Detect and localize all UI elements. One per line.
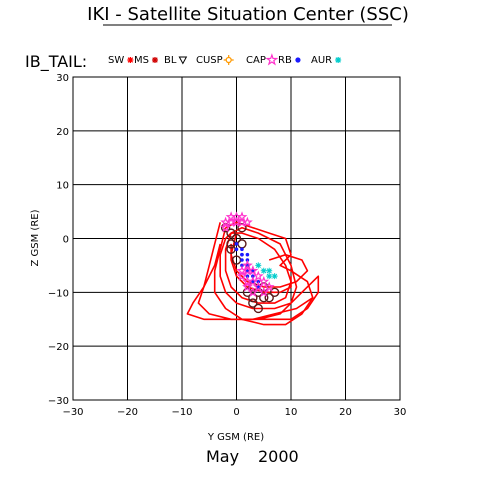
data-point-rb (234, 242, 239, 246)
data-point-cap (220, 221, 232, 233)
data-point-bl (253, 303, 263, 314)
series-aur (255, 262, 278, 280)
data-point-cap (258, 286, 270, 298)
asterisk-icon (151, 57, 158, 63)
y-axis-label: Z GSM (RE) (30, 209, 41, 266)
asterisk-icon (335, 57, 342, 63)
data-point-bl (264, 293, 274, 303)
data-point-cap (247, 265, 259, 276)
data-point-aur (266, 267, 273, 274)
x-tick-label: 30 (394, 407, 407, 418)
dot-icon (295, 57, 301, 63)
legend-label: CAP (246, 55, 266, 66)
legend-label: AUR (311, 55, 332, 66)
data-point-cap (241, 259, 253, 271)
legend-item-aur: AUR (311, 55, 342, 66)
legend-item-cap: CAP (246, 53, 279, 66)
legend-label: MS (134, 55, 149, 66)
chart-title: IKI - Satellite Situation Center (SSC) (87, 4, 409, 25)
data-point-aur (260, 267, 267, 274)
x-mark-icon (127, 57, 134, 63)
data-point-aur (255, 262, 262, 269)
date-year: 2000 (258, 447, 299, 466)
orbit-trace (224, 232, 292, 304)
y-tick-label: −20 (48, 342, 69, 353)
sun-icon (223, 55, 234, 65)
data-point-bl (226, 228, 236, 238)
y-tick-label: −10 (48, 288, 69, 299)
orbit-trace (197, 222, 314, 321)
data-point-cap (247, 286, 259, 298)
grid (73, 77, 400, 400)
legend-label: RB (278, 55, 292, 66)
legend-item-cusp: CUSP (196, 55, 234, 66)
data-point-cap (241, 216, 253, 228)
data-point-aur (266, 273, 273, 280)
data-point-bl (237, 239, 247, 249)
data-point-cap (252, 281, 264, 292)
x-tick-label: −30 (62, 407, 83, 418)
legend-label: SW (108, 55, 124, 66)
x-tick-label: −10 (171, 407, 192, 418)
data-point-rb (234, 247, 239, 252)
x-tick-label: −20 (117, 407, 138, 418)
data-point-bl (248, 298, 258, 308)
legend-item-bl: BL (164, 55, 188, 66)
series-cap (220, 211, 275, 298)
x-tick-label: 20 (339, 407, 352, 418)
legend-label: BL (164, 55, 177, 66)
legend-label: CUSP (196, 55, 223, 66)
x-tick-label: 10 (285, 407, 298, 418)
y-tick-labels: −30 −20 −10 0 10 20 30 (48, 73, 69, 407)
x-axis-label: Y GSM (RE) (207, 432, 264, 443)
orbit-trace (186, 243, 320, 321)
x-tick-label: 0 (233, 407, 239, 418)
series-ms (186, 221, 320, 326)
plot-area: −30 −20 −10 0 10 20 30 −30 −20 −10 0 10 20 30 (48, 73, 406, 418)
legend-item-rb: RB (278, 55, 301, 66)
y-tick-label: 20 (56, 127, 69, 138)
data-point-rb (240, 247, 244, 252)
data-point-cap (236, 265, 248, 276)
data-point-rb (240, 252, 244, 257)
orbit-trace (230, 232, 309, 288)
data-point-bl (269, 287, 280, 298)
data-point-cap (258, 275, 270, 287)
data-point-cap (263, 281, 275, 292)
data-point-rb (245, 252, 250, 257)
data-point-rb (240, 258, 244, 262)
date-month: May (206, 447, 239, 466)
x-tick-labels: −30 −20 −10 0 10 20 30 (62, 407, 406, 418)
legend-item-sw: SW (108, 55, 134, 66)
y-tick-label: −30 (48, 396, 69, 407)
legend: SW MS BL CUSP CAP RB AUR (108, 53, 342, 66)
data-point-cap (252, 270, 264, 281)
satellite-label: IB_TAIL: (25, 52, 87, 72)
y-tick-label: 0 (63, 235, 69, 246)
y-tick-label: 10 (56, 181, 69, 192)
star-icon (265, 53, 279, 66)
triangle-down-icon (178, 56, 188, 65)
y-tick-label: 30 (56, 73, 69, 84)
legend-item-ms: MS (134, 55, 158, 66)
data-layer (186, 211, 320, 326)
data-point-aur (271, 273, 278, 280)
data-point-cap (236, 211, 248, 222)
data-point-cap (241, 281, 253, 292)
